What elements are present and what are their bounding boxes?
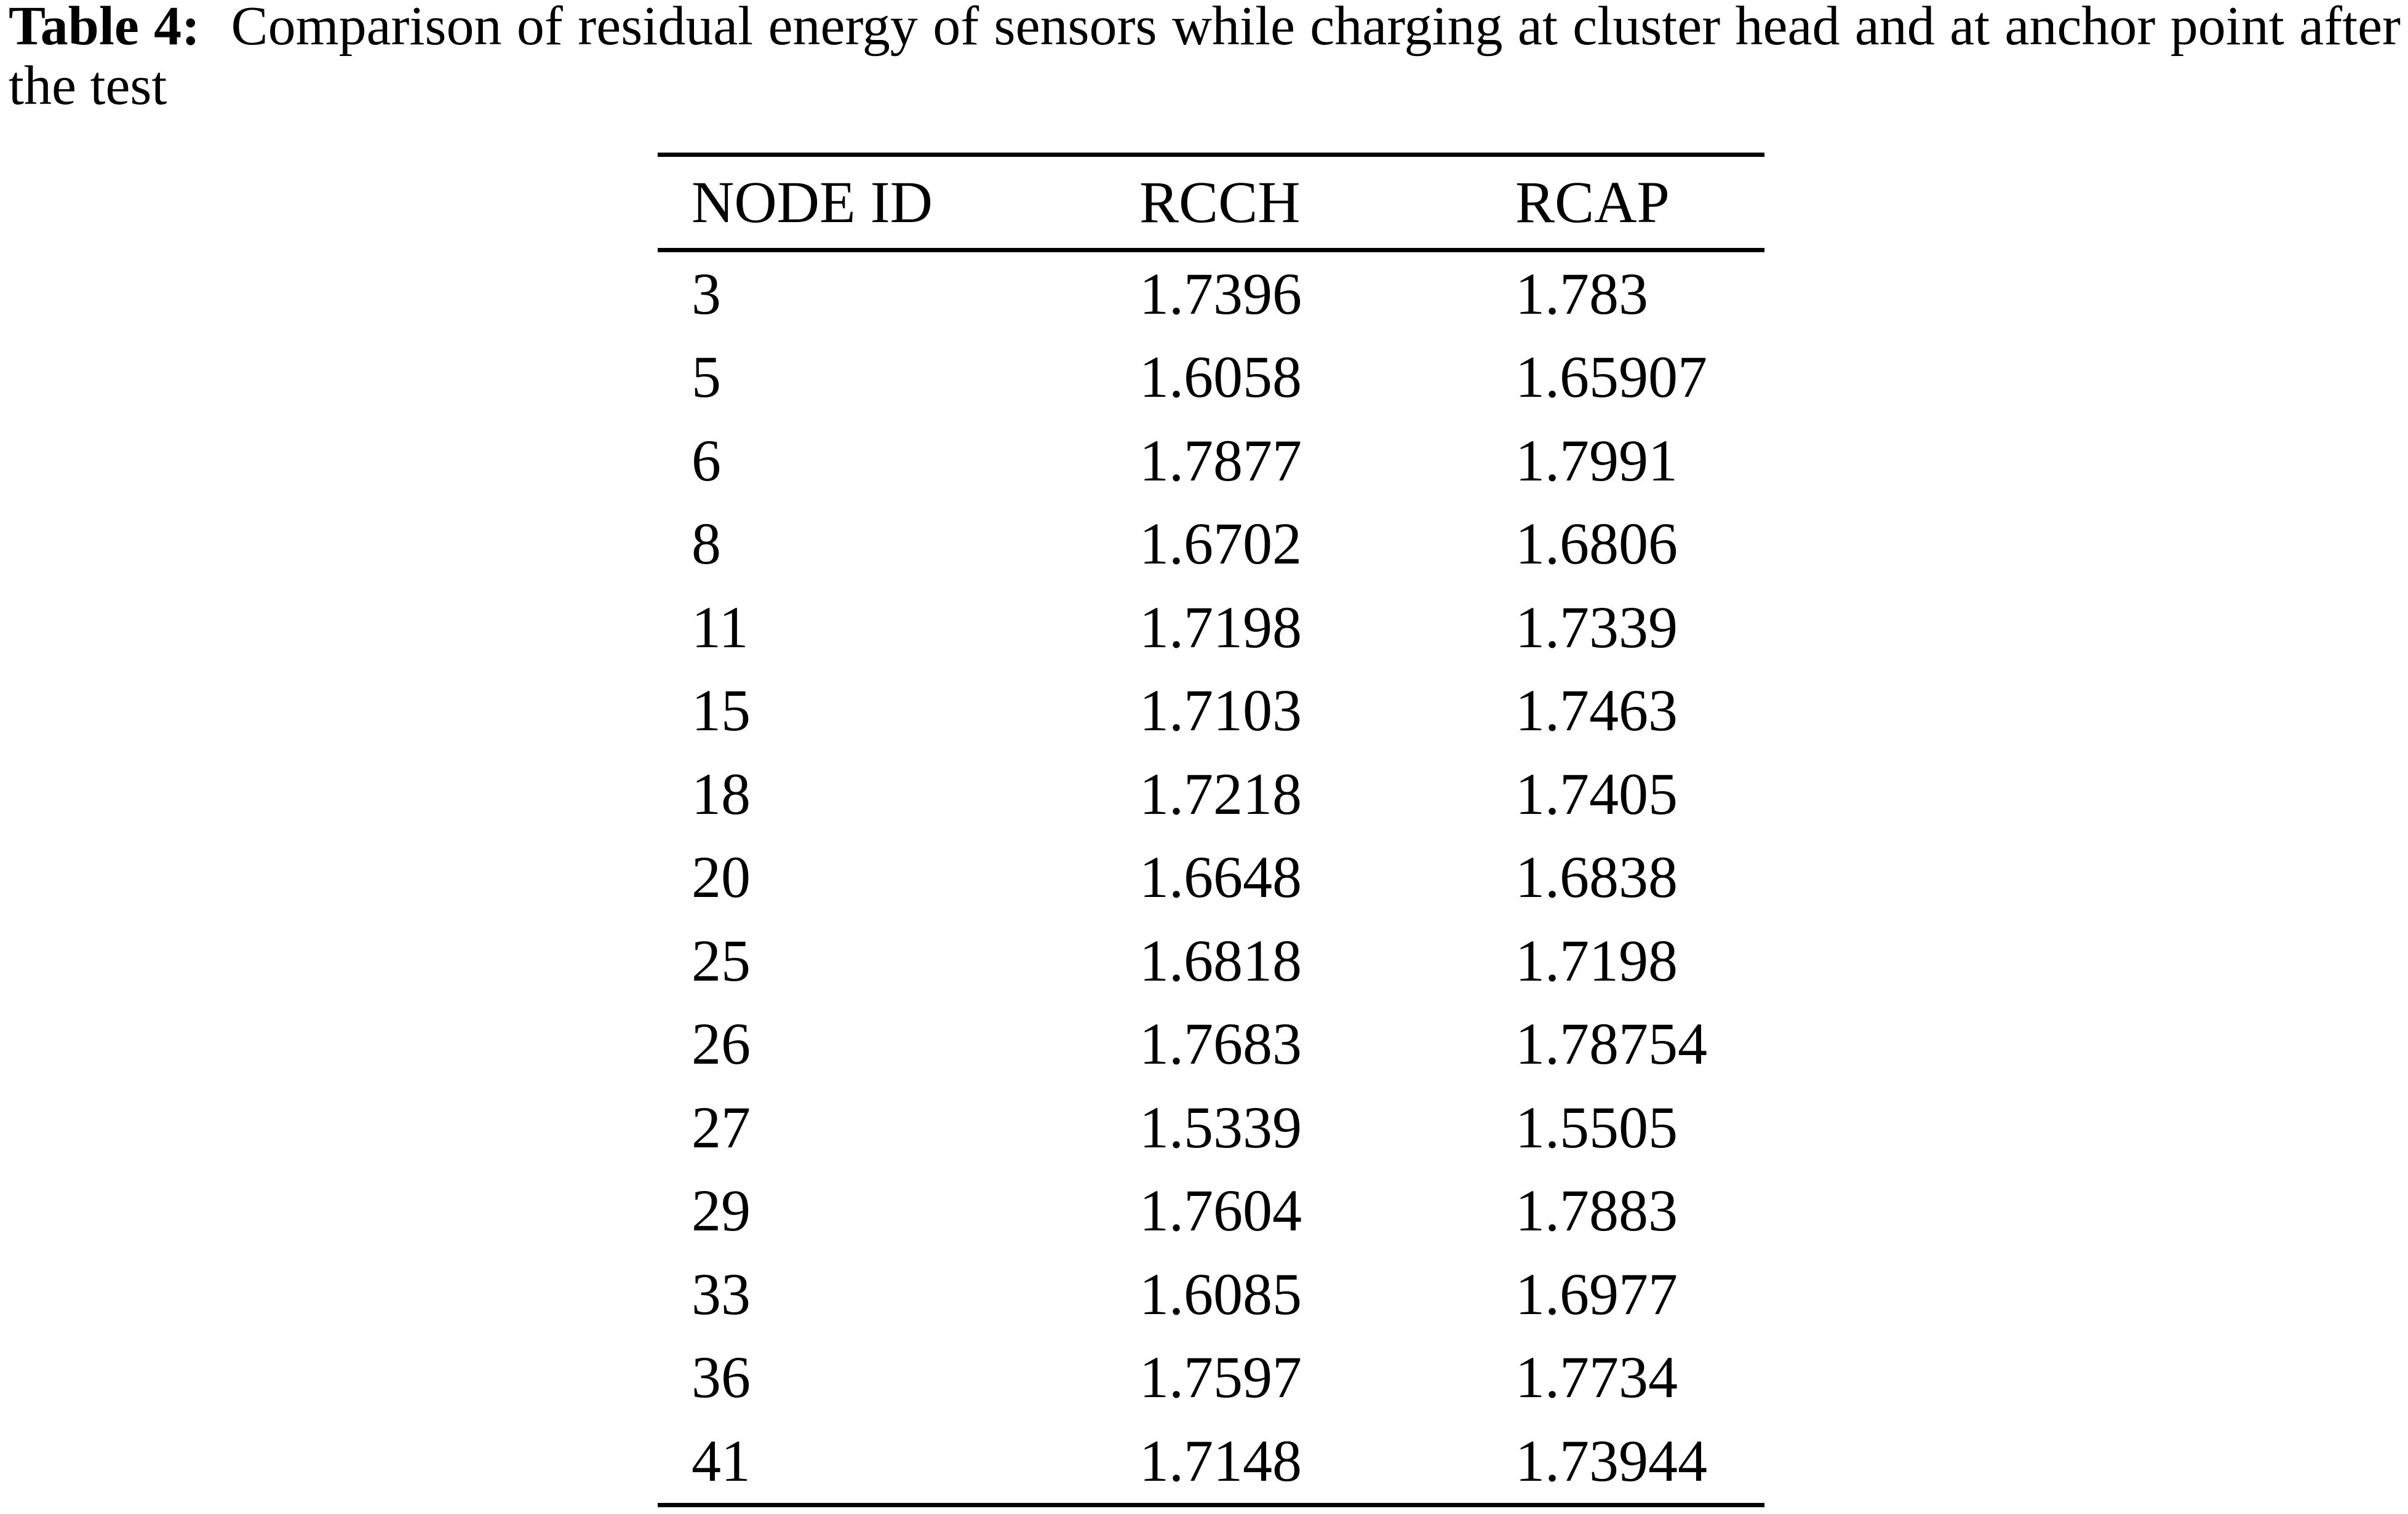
cell-rcch: 1.6648 [1139,844,1302,910]
table-caption: Table 4: Comparison of residual energy o… [9,0,2401,116]
table-row: 6 1.7877 1.7991 [658,419,1764,503]
cell-node-id: 41 [692,1427,751,1494]
cell-node-id: 18 [692,760,751,827]
cell-rcap: 1.7883 [1515,1177,1678,1244]
table-row: 29 1.7604 1.7883 [658,1169,1764,1253]
cell-node-id: 29 [692,1177,751,1244]
table-row: 26 1.7683 1.78754 [658,1003,1764,1086]
cell-node-id: 20 [692,844,751,910]
cell-rcap: 1.73944 [1515,1427,1707,1494]
cell-rcch: 1.7103 [1139,677,1302,744]
table-row: 18 1.7218 1.7405 [658,752,1764,836]
cell-rcch: 1.6058 [1139,344,1302,410]
cell-rcch: 1.7396 [1139,260,1302,327]
cell-rcch: 1.6818 [1139,927,1302,994]
cell-node-id: 11 [692,594,749,660]
cell-rcap: 1.5505 [1515,1094,1678,1160]
cell-rcap: 1.6806 [1515,511,1678,577]
cell-rcap: 1.7339 [1515,594,1678,660]
cell-rcap: 1.78754 [1515,1011,1707,1077]
cell-rcch: 1.6702 [1139,511,1302,577]
cell-rcap: 1.7463 [1515,677,1678,744]
table-bottom-rule [658,1502,1764,1507]
cell-rcch: 1.7683 [1139,1011,1302,1077]
table-top-rule [658,153,1764,157]
table-row: 15 1.7103 1.7463 [658,669,1764,753]
table-row: 5 1.6058 1.65907 [658,336,1764,420]
cell-rcap: 1.7198 [1515,927,1678,994]
cell-node-id: 8 [692,511,721,577]
cell-rcch: 1.7148 [1139,1427,1302,1494]
table-body: 3 1.7396 1.783 5 1.6058 1.65907 6 1.7877… [658,252,1764,1503]
cell-rcch: 1.5339 [1139,1094,1302,1160]
cell-node-id: 25 [692,927,751,994]
cell-rcap: 1.65907 [1515,344,1707,410]
table-row: 27 1.5339 1.5505 [658,1086,1764,1169]
cell-rcap: 1.7734 [1515,1344,1678,1411]
data-table: NODE ID RCCH RCAP 3 1.7396 1.783 5 1.605… [658,153,1764,1507]
cell-rcch: 1.6085 [1139,1261,1302,1327]
column-header-node-id: NODE ID [692,169,933,235]
cell-node-id: 15 [692,677,751,744]
table-header-rule [658,248,1764,252]
cell-rcch: 1.7604 [1139,1177,1302,1244]
table-row: 8 1.6702 1.6806 [658,503,1764,586]
table-row: 20 1.6648 1.6838 [658,836,1764,920]
cell-node-id: 3 [692,260,721,327]
cell-rcch: 1.7877 [1139,427,1302,493]
cell-rcap: 1.7991 [1515,427,1678,493]
cell-rcch: 1.7597 [1139,1344,1302,1411]
cell-rcap: 1.6838 [1515,844,1678,910]
cell-node-id: 5 [692,344,721,410]
cell-node-id: 27 [692,1094,751,1160]
table-header-row: NODE ID RCCH RCAP [658,157,1764,248]
table-caption-text: Comparison of residual energy of sensors… [9,0,2401,116]
table-row: 33 1.6085 1.6977 [658,1253,1764,1336]
column-header-rcch: RCCH [1139,169,1301,235]
table-row: 41 1.7148 1.73944 [658,1419,1764,1503]
table-row: 11 1.7198 1.7339 [658,586,1764,669]
table-row: 25 1.6818 1.7198 [658,919,1764,1003]
cell-rcap: 1.6977 [1515,1261,1678,1327]
column-header-rcap: RCAP [1515,169,1670,235]
cell-node-id: 36 [692,1344,751,1411]
cell-rcch: 1.7198 [1139,594,1302,660]
table-caption-number: Table 4: [9,0,201,57]
table-row: 3 1.7396 1.783 [658,252,1764,336]
cell-node-id: 33 [692,1261,751,1327]
cell-node-id: 26 [692,1011,751,1077]
cell-rcap: 1.7405 [1515,760,1678,827]
cell-rcap: 1.783 [1515,260,1648,327]
cell-rcch: 1.7218 [1139,760,1302,827]
table-row: 36 1.7597 1.7734 [658,1336,1764,1420]
cell-node-id: 6 [692,427,721,493]
